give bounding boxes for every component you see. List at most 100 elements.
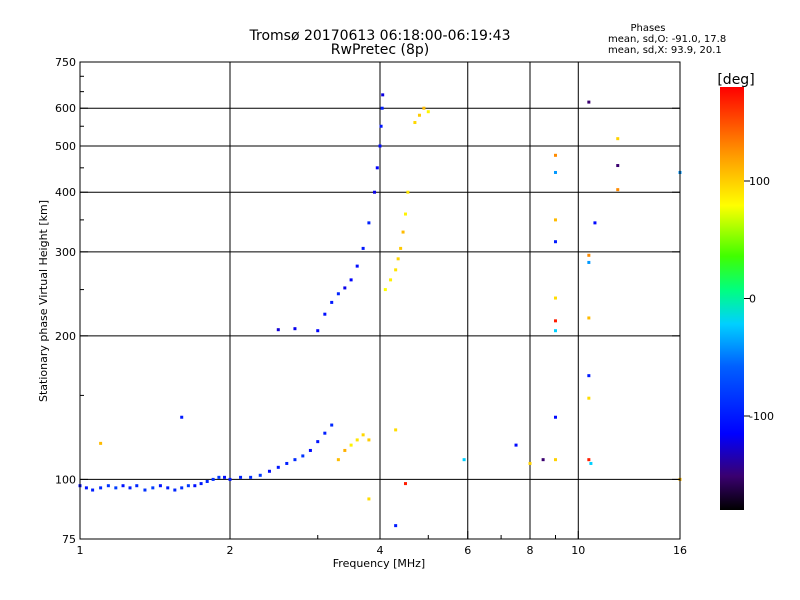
data-point bbox=[91, 488, 95, 492]
data-point bbox=[193, 484, 197, 488]
data-point bbox=[462, 458, 466, 462]
data-point bbox=[541, 458, 545, 462]
data-point bbox=[106, 484, 110, 488]
data-point bbox=[380, 106, 384, 110]
data-point bbox=[528, 461, 532, 465]
data-point bbox=[587, 316, 591, 320]
data-point bbox=[228, 477, 232, 481]
data-point bbox=[186, 484, 190, 488]
data-point bbox=[316, 440, 320, 444]
data-point bbox=[293, 458, 297, 462]
data-point bbox=[361, 246, 365, 250]
data-point bbox=[180, 415, 184, 419]
data-point bbox=[316, 329, 320, 333]
colorbar-tick-label: 100 bbox=[749, 175, 770, 188]
data-point bbox=[383, 288, 387, 292]
x-tick-label: 2 bbox=[227, 544, 234, 557]
data-point bbox=[349, 443, 353, 447]
data-point bbox=[205, 479, 209, 483]
data-point bbox=[389, 278, 393, 282]
phase-stats-o: mean, sd,O: -91.0, 17.8 bbox=[608, 34, 726, 45]
phase-stats-title: Phases bbox=[630, 23, 665, 34]
data-point bbox=[217, 475, 221, 479]
data-point bbox=[276, 465, 280, 469]
data-point bbox=[394, 268, 398, 272]
y-tick-label: 75 bbox=[62, 533, 76, 546]
data-point bbox=[323, 431, 327, 435]
data-point bbox=[553, 296, 557, 300]
data-point bbox=[587, 374, 591, 378]
data-point bbox=[114, 486, 118, 490]
data-point bbox=[135, 484, 139, 488]
x-tick-label: 10 bbox=[571, 544, 585, 557]
axes: 1 2 4 6 8 10 16 75 100 200 300 400 500 600 750 bbox=[55, 56, 687, 557]
data-point bbox=[514, 443, 518, 447]
data-point bbox=[276, 328, 280, 332]
colorbar-tick-label: -100 bbox=[749, 410, 774, 423]
data-point bbox=[367, 221, 371, 225]
data-point bbox=[128, 486, 132, 490]
data-point bbox=[267, 469, 271, 473]
data-point bbox=[553, 153, 557, 157]
data-point bbox=[403, 212, 407, 216]
data-point bbox=[355, 438, 359, 442]
data-point bbox=[121, 484, 125, 488]
y-tick-label: 200 bbox=[55, 330, 76, 343]
data-point bbox=[258, 473, 262, 477]
y-tick-label: 500 bbox=[55, 140, 76, 153]
colorbar-tick-label: 0 bbox=[749, 293, 756, 306]
phase-stats-x: mean, sd,X: 93.9, 20.1 bbox=[608, 45, 722, 56]
data-point bbox=[403, 482, 407, 486]
data-point bbox=[99, 441, 103, 445]
data-point bbox=[349, 278, 353, 282]
data-point bbox=[553, 458, 557, 462]
colorbar-ticks: 100 0 -100 bbox=[744, 175, 774, 423]
data-point bbox=[330, 423, 334, 427]
data-point bbox=[99, 486, 103, 490]
data-point bbox=[158, 484, 162, 488]
data-point bbox=[301, 454, 305, 458]
data-point bbox=[367, 438, 371, 442]
data-point bbox=[293, 327, 297, 331]
data-point bbox=[553, 415, 557, 419]
y-tick-label: 100 bbox=[55, 473, 76, 486]
data-point bbox=[355, 264, 359, 268]
data-point bbox=[593, 221, 597, 225]
data-point bbox=[589, 461, 593, 465]
y-axis-label: Stationary phase Virtual Height [km] bbox=[37, 200, 50, 402]
data-point bbox=[587, 100, 591, 104]
data-point bbox=[223, 475, 227, 479]
x-tick-label: 8 bbox=[527, 544, 534, 557]
data-point bbox=[553, 329, 557, 333]
data-point bbox=[166, 486, 170, 490]
data-point bbox=[616, 137, 620, 141]
data-point bbox=[361, 433, 365, 437]
data-point bbox=[587, 458, 591, 462]
data-point bbox=[367, 497, 371, 501]
y-tick-label: 600 bbox=[55, 102, 76, 115]
chart-subtitle: RwPretec (8p) bbox=[331, 42, 429, 58]
data-point bbox=[587, 396, 591, 400]
data-point bbox=[343, 286, 347, 290]
data-point bbox=[285, 461, 289, 465]
x-tick-label: 6 bbox=[464, 544, 471, 557]
data-point bbox=[426, 110, 430, 114]
data-point bbox=[394, 428, 398, 432]
data-point bbox=[330, 300, 334, 304]
data-point bbox=[323, 312, 327, 316]
x-tick-label: 1 bbox=[77, 544, 84, 557]
data-point bbox=[84, 486, 88, 490]
y-tick-label: 750 bbox=[55, 56, 76, 69]
data-point bbox=[616, 164, 620, 168]
data-point bbox=[413, 121, 417, 125]
data-point bbox=[553, 319, 557, 323]
data-point bbox=[394, 524, 398, 528]
data-point bbox=[401, 230, 405, 234]
data-points bbox=[78, 93, 682, 528]
x-tick-label: 4 bbox=[377, 544, 384, 557]
data-point bbox=[406, 190, 410, 194]
data-point bbox=[553, 218, 557, 222]
data-point bbox=[381, 93, 385, 97]
data-point bbox=[417, 113, 421, 117]
data-point bbox=[239, 475, 243, 479]
